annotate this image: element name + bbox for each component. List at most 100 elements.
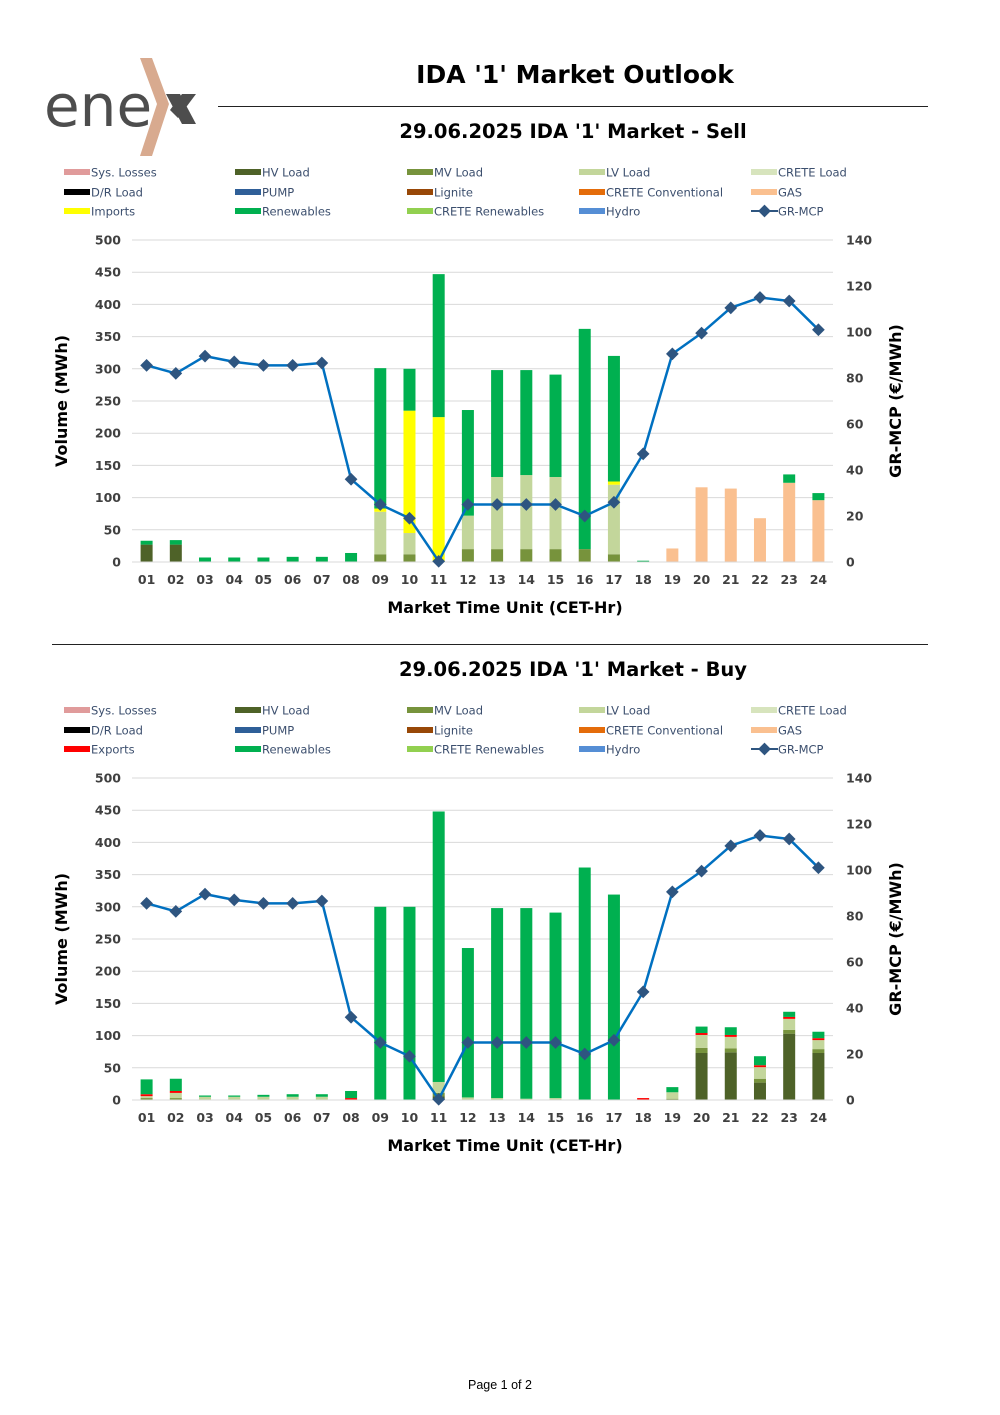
buy-y2-tick-label: 140 — [846, 771, 872, 786]
buy-bar-renewables-14 — [520, 908, 533, 1099]
buy-bar-renewables-21 — [724, 1027, 737, 1035]
buy-bar-hv_load-22 — [753, 1082, 766, 1100]
sell-x-tick-label: 21 — [722, 572, 739, 587]
buy-x-tick-label: 24 — [810, 1110, 828, 1125]
buy-mcp-point-02 — [169, 905, 183, 918]
sell-bar-lv_load-12 — [461, 515, 474, 550]
buy-y-tick-label: 0 — [112, 1093, 121, 1108]
sell-y2-tick-label: 140 — [846, 233, 872, 248]
sell-legend-swatch-imports — [64, 208, 90, 214]
sell-legend-label-lignite: Lignite — [434, 186, 473, 200]
buy-y-tick-label: 350 — [95, 867, 121, 882]
logo-wordmark: ene — [44, 72, 152, 140]
sell-x-tick-label: 04 — [226, 572, 244, 587]
sell-bar-renewables-14 — [520, 370, 533, 476]
buy-x-tick-label: 01 — [138, 1110, 155, 1125]
buy-x-tick-label: 11 — [430, 1110, 447, 1125]
buy-legend-swatch-pump — [235, 727, 261, 733]
buy-bar-lv_load-02 — [169, 1092, 182, 1099]
buy-y2-tick-label: 80 — [846, 909, 864, 924]
buy-y2-tick-label: 60 — [846, 955, 864, 970]
sell-y-tick-label: 400 — [95, 297, 121, 312]
sell-market-chart: 29.06.2025 IDA '1' Market - Sell Sys. Los… — [52, 120, 905, 617]
sell-bar-renewables-04 — [228, 557, 241, 562]
buy-bar-lv_load-24 — [812, 1040, 825, 1050]
buy-legend-swatch-sys_losses — [64, 707, 90, 713]
buy-bar-renewables-04 — [228, 1095, 241, 1097]
sell-x-tick-label: 22 — [751, 572, 768, 587]
sell-bar-mv_load-13 — [491, 549, 504, 562]
buy-bar-lv_load-12 — [461, 1097, 474, 1100]
buy-bar-exports-08 — [345, 1098, 358, 1100]
sell-legend-swatch-renewables — [235, 208, 261, 214]
buy-legend-swatch-hydro — [579, 746, 605, 752]
sell-bar-mv_load-15 — [549, 549, 562, 562]
page-number: Page 1 of 2 — [468, 1378, 532, 1392]
buy-x-tick-label: 07 — [313, 1110, 330, 1125]
logo-chevron-accent — [140, 58, 169, 156]
sell-bar-gas-19 — [666, 548, 679, 562]
sell-y-tick-label: 500 — [95, 233, 121, 248]
buy-bar-lv_load-03 — [199, 1096, 212, 1100]
sell-y2-tick-label: 60 — [846, 417, 864, 432]
buy-bar-renewables-10 — [403, 906, 416, 1100]
sell-bar-renewables-11 — [432, 274, 445, 418]
sell-legend-swatch-crete_conventional — [579, 189, 605, 195]
sell-bar-mv_load-16 — [578, 549, 591, 562]
sell-x-tick-label: 03 — [196, 572, 213, 587]
buy-legend-label-hv_load: HV Load — [262, 704, 310, 718]
sell-legend-label-hv_load: HV Load — [262, 166, 310, 180]
buy-bar-renewables-11 — [432, 811, 445, 1082]
sell-legend-label-renewables: Renewables — [262, 205, 331, 219]
buy-bar-lv_load-19 — [666, 1092, 679, 1099]
buy-bar-renewables-02 — [169, 1078, 182, 1091]
buy-bar-exports-22 — [753, 1065, 766, 1068]
buy-mcp-point-06 — [286, 896, 300, 910]
buy-bar-mv_load-20 — [695, 1047, 708, 1053]
buy-y2-tick-label: 40 — [846, 1001, 864, 1016]
buy-legend-label-sys_losses: Sys. Losses — [91, 704, 157, 718]
sell-bar-gas-22 — [753, 518, 766, 562]
buy-bar-exports-02 — [169, 1090, 182, 1093]
buy-x-tick-label: 17 — [605, 1110, 622, 1125]
buy-x-tick-label: 05 — [255, 1110, 272, 1125]
sell-y2-tick-label: 100 — [846, 325, 872, 340]
sell-legend-label-crete_renewables: CRETE Renewables — [434, 205, 544, 219]
buy-legend-label-pump: PUMP — [262, 724, 294, 738]
sell-bar-lv_load-14 — [520, 475, 533, 550]
sell-bar-renewables-08 — [345, 552, 358, 562]
sell-x-tick-label: 16 — [576, 572, 594, 587]
buy-bar-hv_load-21 — [724, 1052, 737, 1100]
sell-bar-mv_load-09 — [374, 554, 387, 562]
sell-x-tick-label: 15 — [547, 572, 564, 587]
buy-mcp-point-05 — [257, 896, 270, 910]
buy-bar-lv_load-21 — [724, 1036, 737, 1049]
buy-x-tick-label: 04 — [226, 1110, 244, 1125]
buy-x-tick-label: 08 — [342, 1110, 359, 1125]
buy-legend-label-crete_renewables: CRETE Renewables — [434, 743, 544, 757]
buy-x-tick-label: 18 — [634, 1110, 651, 1125]
logo-x-stroke-2 — [170, 94, 196, 118]
sell-y-tick-label: 100 — [95, 490, 121, 505]
sell-y2-tick-label: 120 — [846, 279, 872, 294]
buy-x-tick-label: 12 — [459, 1110, 476, 1125]
buy-y-tick-label: 400 — [95, 835, 121, 850]
sell-bar-renewables-13 — [491, 370, 504, 477]
sell-legend-label-mcp: GR-MCP — [778, 205, 824, 219]
buy-bar-renewables-17 — [607, 894, 620, 1100]
sell-y-tick-label: 350 — [95, 329, 121, 344]
sell-y2-tick-label: 0 — [846, 555, 855, 570]
sell-bar-lv_load-09 — [374, 511, 387, 555]
sell-legend-label-mv_load: MV Load — [434, 166, 483, 180]
sell-mcp-point-08 — [344, 472, 358, 486]
sell-bar-renewables-16 — [578, 328, 591, 550]
sell-bar-renewables-23 — [783, 474, 796, 483]
buy-x-tick-label: 19 — [664, 1110, 681, 1125]
buy-mcp-point-03 — [198, 887, 212, 901]
buy-mcp-point-07 — [315, 894, 329, 908]
buy-bar-renewables-07 — [315, 1094, 328, 1097]
sell-legend-label-imports: Imports — [91, 205, 135, 219]
sell-legend-swatch-sys_losses — [64, 169, 90, 175]
buy-mcp-point-18 — [636, 985, 650, 999]
sell-legend-swatch-gas — [751, 189, 777, 195]
